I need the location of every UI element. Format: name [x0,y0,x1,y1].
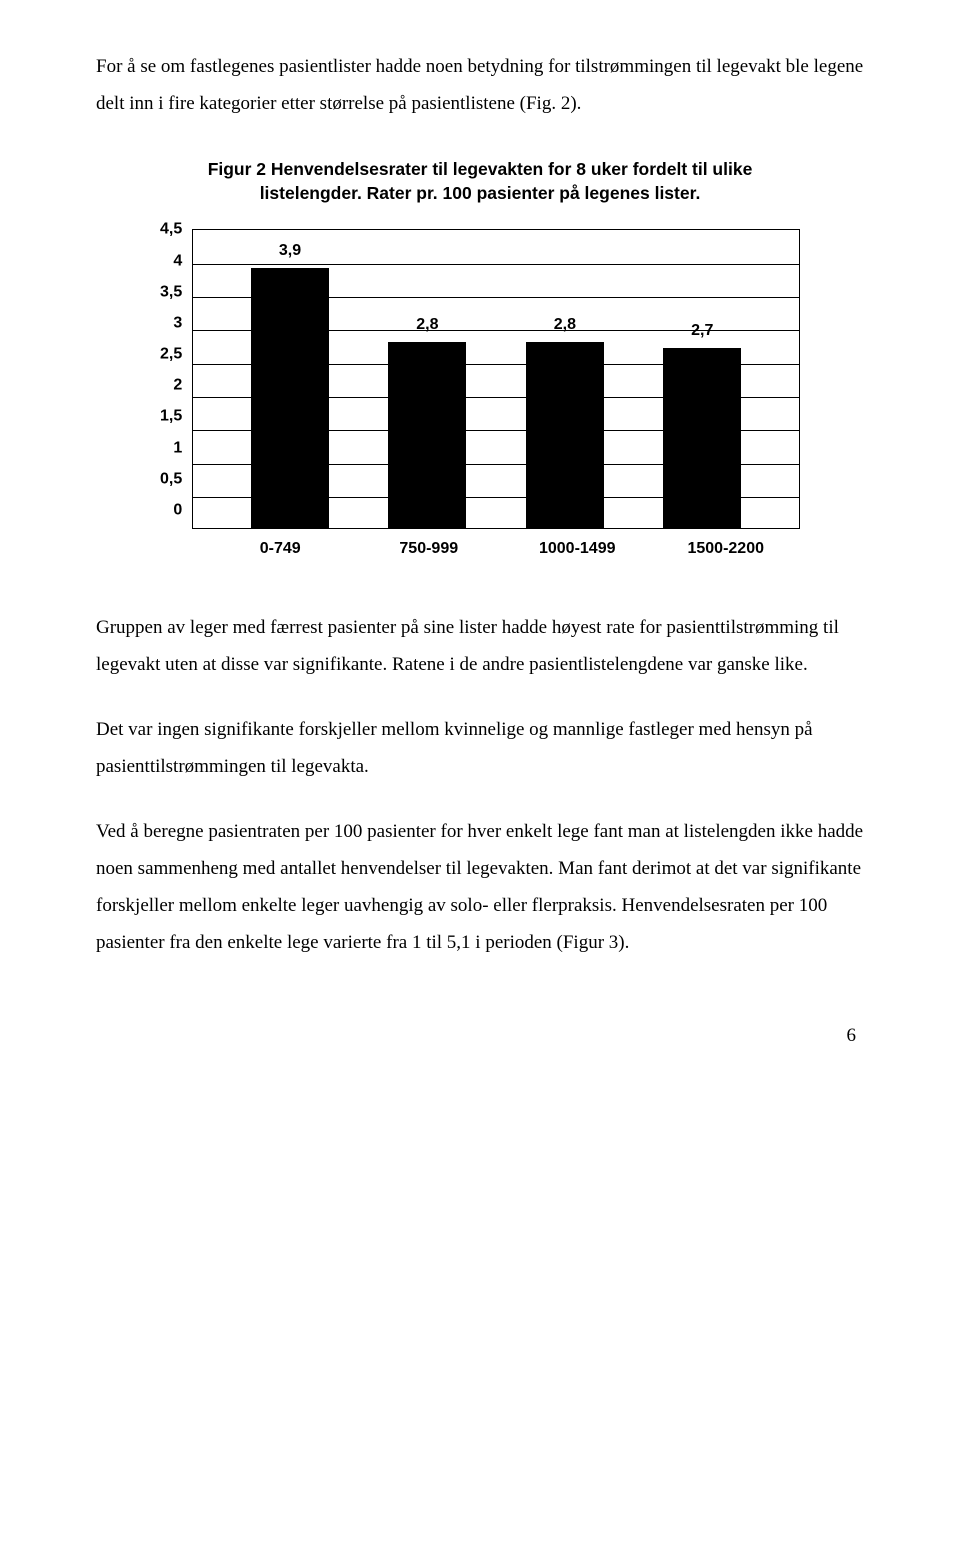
body-paragraph-3: Det var ingen signifikante forskjeller m… [96,711,864,785]
intro-paragraph: For å se om fastlegenes pasientlister ha… [96,48,864,122]
x-tick-label: 0-749 [225,533,335,564]
y-axis-labels: 4,543,532,521,510,50 [160,229,192,529]
bar-value-label: 2,8 [554,309,576,340]
bar-value-label: 2,8 [416,309,438,340]
chart-title: Figur 2 Henvendelsesrater til legevakten… [200,158,760,205]
bar-value-label: 2,7 [691,315,713,346]
bar-column: 3,9 [251,268,329,528]
bar-value-label: 3,9 [279,235,301,266]
y-tick-label: 4 [173,245,182,276]
figure-2-chart: Figur 2 Henvendelsesrater til legevakten… [96,158,864,564]
y-tick-label: 3,5 [160,276,182,307]
x-tick-label: 1000-1499 [522,533,632,564]
x-axis-labels: 0-749 750-999 1000-1499 1500-2200 [160,533,800,564]
bar [388,342,466,529]
x-tick-label: 1500-2200 [671,533,781,564]
y-tick-label: 0,5 [160,463,182,494]
bar-column: 2,8 [388,342,466,529]
y-tick-label: 2,5 [160,339,182,370]
y-tick-label: 3 [173,307,182,338]
bar [251,268,329,528]
y-tick-label: 0 [173,494,182,525]
y-tick-label: 4,5 [160,214,182,245]
y-tick-label: 2 [173,370,182,401]
bar-column: 2,7 [663,348,741,528]
body-paragraph-4: Ved å beregne pasientraten per 100 pasie… [96,813,864,961]
bar [663,348,741,528]
y-tick-label: 1 [173,432,182,463]
bar [526,342,604,529]
page-number: 6 [96,1017,864,1054]
x-tick-label: 750-999 [374,533,484,564]
plot-area: 3,92,82,82,7 [192,229,800,529]
body-paragraph-2: Gruppen av leger med færrest pasienter p… [96,609,864,683]
y-tick-label: 1,5 [160,401,182,432]
chart-body: 4,543,532,521,510,50 3,92,82,82,7 [160,229,800,529]
bar-column: 2,8 [526,342,604,529]
